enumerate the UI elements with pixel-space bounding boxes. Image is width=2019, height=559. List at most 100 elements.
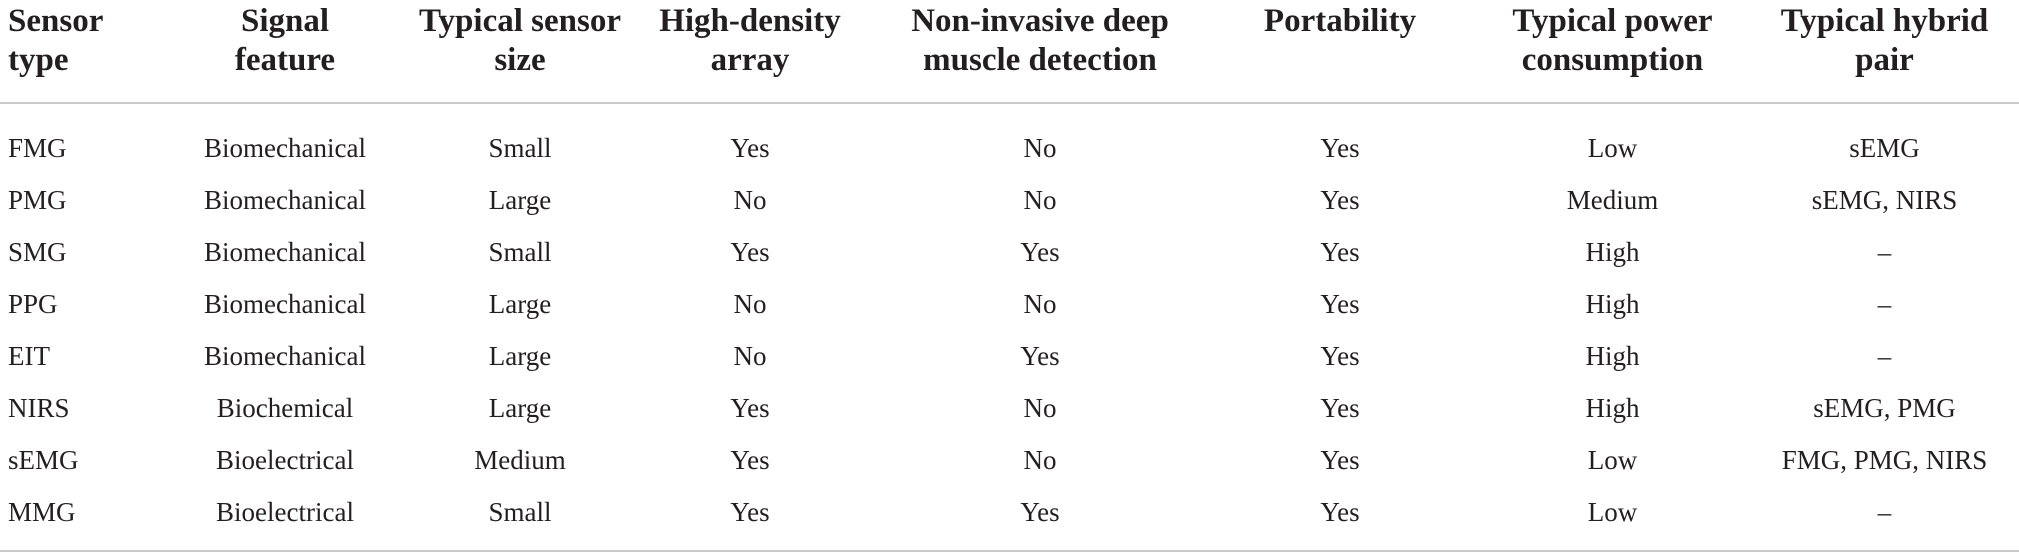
- table-cell: Biochemical: [216, 392, 354, 423]
- column-header-line: Signal: [240, 3, 330, 39]
- column-header: Signal feature: [155, 0, 415, 104]
- table-cell: Yes: [1320, 184, 1360, 215]
- table-cell: Yes: [1020, 340, 1060, 371]
- table-cell: No: [1023, 444, 1057, 475]
- table-row: PPG Biomechanical Large No No Yes High –: [0, 278, 2019, 330]
- table-cell: Large: [488, 392, 552, 423]
- table-cell: MMG: [0, 486, 155, 552]
- table-cell: No: [1023, 132, 1057, 163]
- header-row: Sensor type Signal feature Typical sensor siz…: [0, 0, 2019, 104]
- table-cell: Medium: [474, 444, 566, 475]
- table-cell: Low: [1587, 444, 1638, 475]
- table-cell: No: [733, 340, 767, 371]
- column-header: Typical hybrid pair: [1750, 0, 2019, 104]
- table-row: SMG Biomechanical Small Yes Yes Yes High –: [0, 226, 2019, 278]
- column-header-line: muscle detection: [923, 42, 1157, 78]
- column-header-line: Typical sensor: [419, 3, 621, 39]
- table-cell: Yes: [1320, 392, 1360, 423]
- table-cell: Yes: [625, 486, 875, 552]
- column-header: High-density array: [625, 0, 875, 104]
- table-cell: Yes: [730, 392, 770, 423]
- column-header-line: type: [8, 42, 69, 78]
- table-header: Sensor type Signal feature Typical sensor siz…: [0, 0, 2019, 104]
- table-row: PMG Biomechanical Large No No Yes Medium sEMG, …: [0, 174, 2019, 226]
- table-cell: No: [1023, 184, 1057, 215]
- table-cell: PPG: [8, 288, 58, 319]
- column-header: Typical sensor size: [415, 0, 625, 104]
- table-cell: –: [1877, 340, 1892, 371]
- table-cell: FMG: [8, 132, 67, 163]
- column-header: Portability: [1205, 0, 1475, 104]
- column-header-line: Typical power: [1512, 3, 1713, 39]
- table-cell: High: [1585, 288, 1640, 319]
- table-cell: High: [1585, 340, 1640, 371]
- table-cell: sEMG: [1849, 132, 1920, 163]
- table-cell: Small: [488, 236, 552, 267]
- table-cell: Yes: [1020, 236, 1060, 267]
- table-cell: Biomechanical: [204, 236, 366, 267]
- table-cell: EIT: [8, 340, 50, 371]
- table-cell: Biomechanical: [204, 288, 366, 319]
- table-cell: Yes: [875, 486, 1205, 552]
- table-cell: Yes: [1205, 486, 1475, 552]
- table-row: EIT Biomechanical Large No Yes Yes High –: [0, 330, 2019, 382]
- table-cell: Small: [415, 486, 625, 552]
- table-row: NIRS Biochemical Large Yes No Yes High sEMG, PM…: [0, 382, 2019, 434]
- column-header-line: Sensor: [8, 3, 104, 39]
- table-cell: No: [1023, 392, 1057, 423]
- table-cell: No: [733, 184, 767, 215]
- table-cell: Yes: [730, 444, 770, 475]
- table-cell: Large: [488, 184, 552, 215]
- table-cell: Yes: [1320, 288, 1360, 319]
- table-cell: Bioelectrical: [155, 486, 415, 552]
- table-cell: PMG: [8, 184, 67, 215]
- table-cell: Bioelectrical: [216, 444, 354, 475]
- column-header: Sensor type: [0, 0, 155, 104]
- table-body: FMG Biomechanical Small Yes No Yes Low sEMG PMG B…: [0, 103, 2019, 552]
- table-cell: –: [1750, 486, 2019, 552]
- column-header-line: pair: [1855, 42, 1914, 78]
- table-cell: sEMG, NIRS: [1811, 184, 1958, 215]
- table-cell: No: [733, 288, 767, 319]
- column-header-line: consumption: [1521, 42, 1704, 78]
- table-cell: Low: [1475, 486, 1750, 552]
- column-header-line: size: [494, 42, 546, 78]
- table-cell: Yes: [1320, 340, 1360, 371]
- table-cell: –: [1877, 288, 1892, 319]
- table-cell: Large: [488, 288, 552, 319]
- table-row: FMG Biomechanical Small Yes No Yes Low sEMG: [0, 103, 2019, 174]
- column-header-line: Portability: [1263, 3, 1417, 39]
- table-cell: NIRS: [8, 392, 70, 423]
- table-cell: Small: [488, 132, 552, 163]
- column-header-line: Non-invasive deep: [911, 3, 1169, 39]
- table-cell: Yes: [1320, 132, 1360, 163]
- table-cell: No: [1023, 288, 1057, 319]
- table-cell: Biomechanical: [204, 132, 366, 163]
- table-cell: Medium: [1566, 184, 1659, 215]
- table-row: MMG Bioelectrical Small Yes Yes Yes Low –: [0, 486, 2019, 552]
- column-header-line: feature: [234, 42, 336, 78]
- column-header-line: array: [710, 42, 790, 78]
- table-cell: Yes: [1320, 444, 1360, 475]
- column-header-line: Typical hybrid: [1780, 3, 1989, 39]
- table-cell: High: [1585, 236, 1640, 267]
- table-cell: Large: [488, 340, 552, 371]
- table-cell: Yes: [730, 132, 770, 163]
- table-cell: sEMG: [8, 444, 79, 475]
- table-cell: FMG, PMG, NIRS: [1781, 444, 1988, 475]
- column-header-line: High-density: [659, 3, 841, 39]
- table-cell: Biomechanical: [204, 184, 366, 215]
- table-cell: High: [1585, 392, 1640, 423]
- table-row: sEMG Bioelectrical Medium Yes No Yes Low FMG, P…: [0, 434, 2019, 486]
- table-cell: –: [1877, 236, 1892, 267]
- table-cell: Biomechanical: [204, 340, 366, 371]
- column-header: Typical power consumption: [1475, 0, 1750, 104]
- table-cell: Yes: [730, 236, 770, 267]
- table-cell: SMG: [8, 236, 67, 267]
- column-header: Non-invasive deep muscle detection: [875, 0, 1205, 104]
- table-cell: Low: [1587, 132, 1638, 163]
- table-cell: Yes: [1320, 236, 1360, 267]
- table-cell: sEMG, PMG: [1813, 392, 1956, 423]
